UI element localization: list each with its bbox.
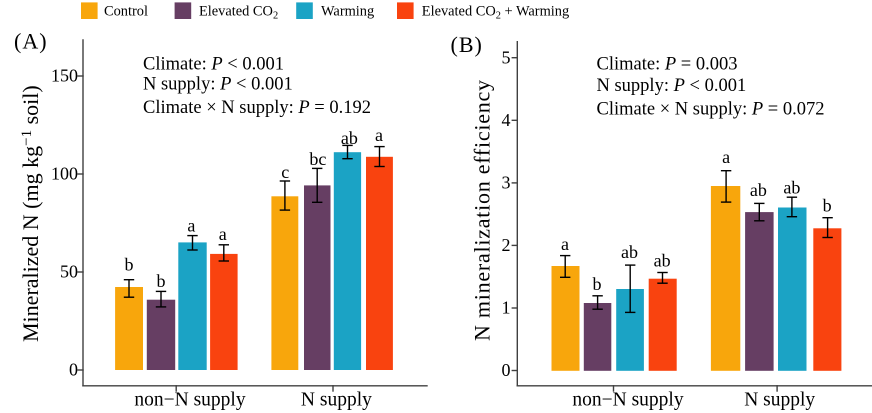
svg-text:Climate: P = 0.003: Climate: P = 0.003	[597, 55, 738, 75]
svg-text:a: a	[722, 147, 730, 167]
svg-text:bc: bc	[309, 149, 326, 169]
svg-text:N supply: P < 0.001: N supply: P < 0.001	[597, 76, 747, 96]
svg-text:b: b	[157, 271, 166, 291]
svg-text:5: 5	[502, 47, 511, 67]
svg-text:1: 1	[502, 298, 511, 318]
svg-text:3: 3	[502, 173, 511, 193]
svg-text:non−N supply: non−N supply	[134, 390, 245, 411]
svg-text:N mineralization efficiency: N mineralization efficiency	[470, 79, 495, 341]
svg-text:b: b	[823, 195, 832, 215]
svg-text:a: a	[187, 216, 195, 236]
svg-text:ab: ab	[783, 178, 800, 198]
svg-text:c: c	[281, 162, 289, 182]
svg-text:Warming: Warming	[321, 4, 374, 20]
svg-text:ab: ab	[621, 242, 638, 262]
svg-text:a: a	[561, 234, 569, 254]
svg-text:Climate × N supply: P = 0.192: Climate × N supply: P = 0.192	[143, 98, 371, 118]
svg-text:50: 50	[60, 262, 78, 282]
svg-text:a: a	[375, 125, 383, 145]
svg-text:b: b	[593, 274, 602, 294]
svg-text:Mineralized N (mg kg−1 soil): Mineralized N (mg kg−1 soil)	[18, 85, 43, 342]
svg-text:a: a	[219, 224, 227, 244]
svg-text:ab: ab	[341, 128, 358, 148]
svg-text:b: b	[125, 255, 134, 275]
svg-text:non−N supply: non−N supply	[572, 390, 683, 411]
svg-text:Climate: P < 0.001: Climate: P < 0.001	[143, 55, 284, 75]
svg-text:N supply: N supply	[744, 390, 815, 411]
svg-text:0: 0	[69, 360, 78, 380]
svg-text:4: 4	[502, 110, 511, 130]
svg-text:N supply: P < 0.001: N supply: P < 0.001	[143, 75, 293, 95]
svg-text:2: 2	[502, 235, 511, 255]
svg-text:(A): (A)	[14, 29, 48, 54]
svg-text:Climate × N supply: P = 0.072: Climate × N supply: P = 0.072	[597, 100, 825, 120]
svg-text:Control: Control	[104, 4, 148, 20]
svg-text:(B): (B)	[451, 32, 483, 57]
svg-text:0: 0	[502, 360, 511, 380]
svg-text:150: 150	[51, 66, 78, 86]
svg-text:100: 100	[51, 164, 78, 184]
svg-text:N supply: N supply	[301, 390, 372, 411]
svg-text:Elevated CO2: Elevated CO2	[199, 4, 278, 22]
svg-text:ab: ab	[750, 180, 767, 200]
svg-text:Elevated CO2 + Warming: Elevated CO2 + Warming	[422, 4, 569, 22]
svg-text:ab: ab	[654, 251, 671, 271]
